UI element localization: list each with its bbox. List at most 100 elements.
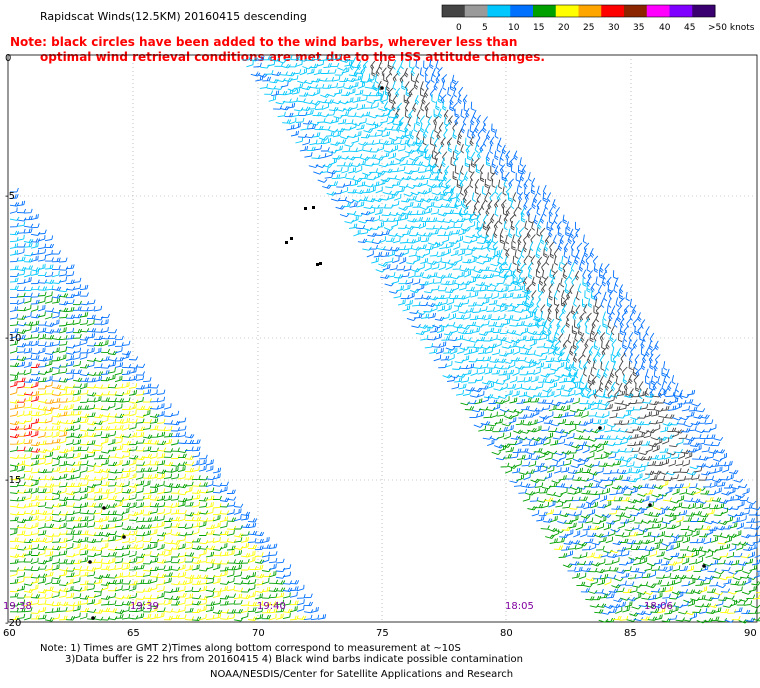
wind-barb <box>156 473 166 480</box>
wind-barb <box>438 88 443 99</box>
wind-barb <box>121 397 131 403</box>
wind-barb <box>404 109 410 119</box>
wind-barb <box>240 601 250 606</box>
wind-barb <box>548 427 558 432</box>
wind-barb <box>607 298 612 309</box>
wind-barb <box>405 201 414 208</box>
wind-barb <box>623 325 629 335</box>
wind-barb <box>107 608 118 613</box>
wind-barb <box>738 619 749 624</box>
wind-barb <box>487 185 492 195</box>
wind-barb <box>289 580 300 585</box>
wind-barb <box>728 487 736 495</box>
wind-barb <box>65 530 75 535</box>
wind-barb <box>268 557 278 564</box>
wind-barb <box>142 383 152 389</box>
wind-barb <box>339 135 350 140</box>
wind-barb <box>544 235 550 245</box>
wind-barb <box>170 473 180 480</box>
wind-barb <box>23 467 33 473</box>
wind-barb <box>615 587 625 593</box>
wind-barb <box>499 157 504 167</box>
wind-barb <box>114 482 125 488</box>
wind-barb <box>474 143 479 153</box>
wind-barb <box>16 523 27 529</box>
wind-barb <box>58 307 69 313</box>
wind-barb <box>415 116 421 127</box>
wind-barb <box>410 66 415 77</box>
wind-barb <box>293 122 301 130</box>
wind-barb <box>601 340 606 350</box>
wind-barb <box>562 269 568 280</box>
wind-barb <box>634 592 642 600</box>
wind-barb <box>420 334 429 341</box>
wind-barb <box>250 72 261 77</box>
wind-barb <box>23 607 33 613</box>
wind-barb <box>527 427 537 433</box>
wind-barb <box>177 425 187 431</box>
wind-barb <box>721 465 730 473</box>
wind-barb <box>135 536 144 543</box>
wind-barb <box>726 473 734 481</box>
wind-barb <box>711 441 721 447</box>
wind-barb <box>552 435 563 440</box>
wind-barb <box>128 390 138 396</box>
wind-barb <box>673 521 681 529</box>
wind-barb <box>86 361 95 368</box>
wind-barb <box>537 321 546 327</box>
wind-barb <box>648 594 657 601</box>
wind-barb <box>37 458 46 465</box>
wind-barb <box>93 376 103 382</box>
wind-barb <box>487 172 492 182</box>
wind-barb <box>542 184 547 195</box>
wind-barb <box>596 523 605 530</box>
wind-barb <box>191 580 202 585</box>
wind-barb <box>177 606 186 613</box>
wind-barb <box>472 109 477 120</box>
wind-barb <box>324 173 334 179</box>
wind-barb <box>412 203 422 208</box>
wind-barb <box>9 553 20 559</box>
wind-barb <box>16 538 27 543</box>
wind-barb <box>688 406 698 412</box>
wind-barb <box>226 613 236 620</box>
wind-barb <box>226 501 236 507</box>
wind-barb <box>219 586 228 592</box>
wind-barb <box>351 215 359 223</box>
wind-barb <box>345 119 354 125</box>
wind-barb <box>690 517 700 522</box>
wind-barb <box>574 487 582 495</box>
wind-barb <box>613 283 618 294</box>
wind-barb <box>37 311 46 318</box>
colorbar-label: 15 <box>533 23 544 33</box>
wind-barb <box>555 501 564 508</box>
wind-barb <box>543 363 552 369</box>
wind-barb <box>622 374 628 385</box>
wind-barb <box>582 277 587 287</box>
wind-barb <box>547 192 552 202</box>
wind-barb <box>100 542 109 550</box>
wind-barb <box>575 543 584 550</box>
wind-barb <box>128 356 139 361</box>
wind-barb <box>492 328 502 333</box>
colorbar-swatch <box>555 5 579 17</box>
wind-barb <box>438 263 446 271</box>
wind-barb <box>128 418 138 423</box>
wind-barb <box>149 473 159 479</box>
wind-barb <box>601 531 610 538</box>
wind-barb <box>107 340 117 347</box>
wind-barb <box>689 612 697 620</box>
wind-barb <box>65 439 74 446</box>
wind-barb <box>65 572 75 578</box>
wind-barb <box>566 290 572 300</box>
wind-barb <box>592 574 602 580</box>
wind-barb <box>394 252 404 257</box>
wind-barb <box>653 485 664 490</box>
wind-barb <box>17 243 26 248</box>
wind-barb <box>254 580 264 586</box>
wind-barb <box>593 389 599 399</box>
wind-barb <box>533 368 541 376</box>
wind-barb <box>93 591 102 598</box>
wind-barb <box>752 537 760 544</box>
wind-barb <box>142 544 152 550</box>
